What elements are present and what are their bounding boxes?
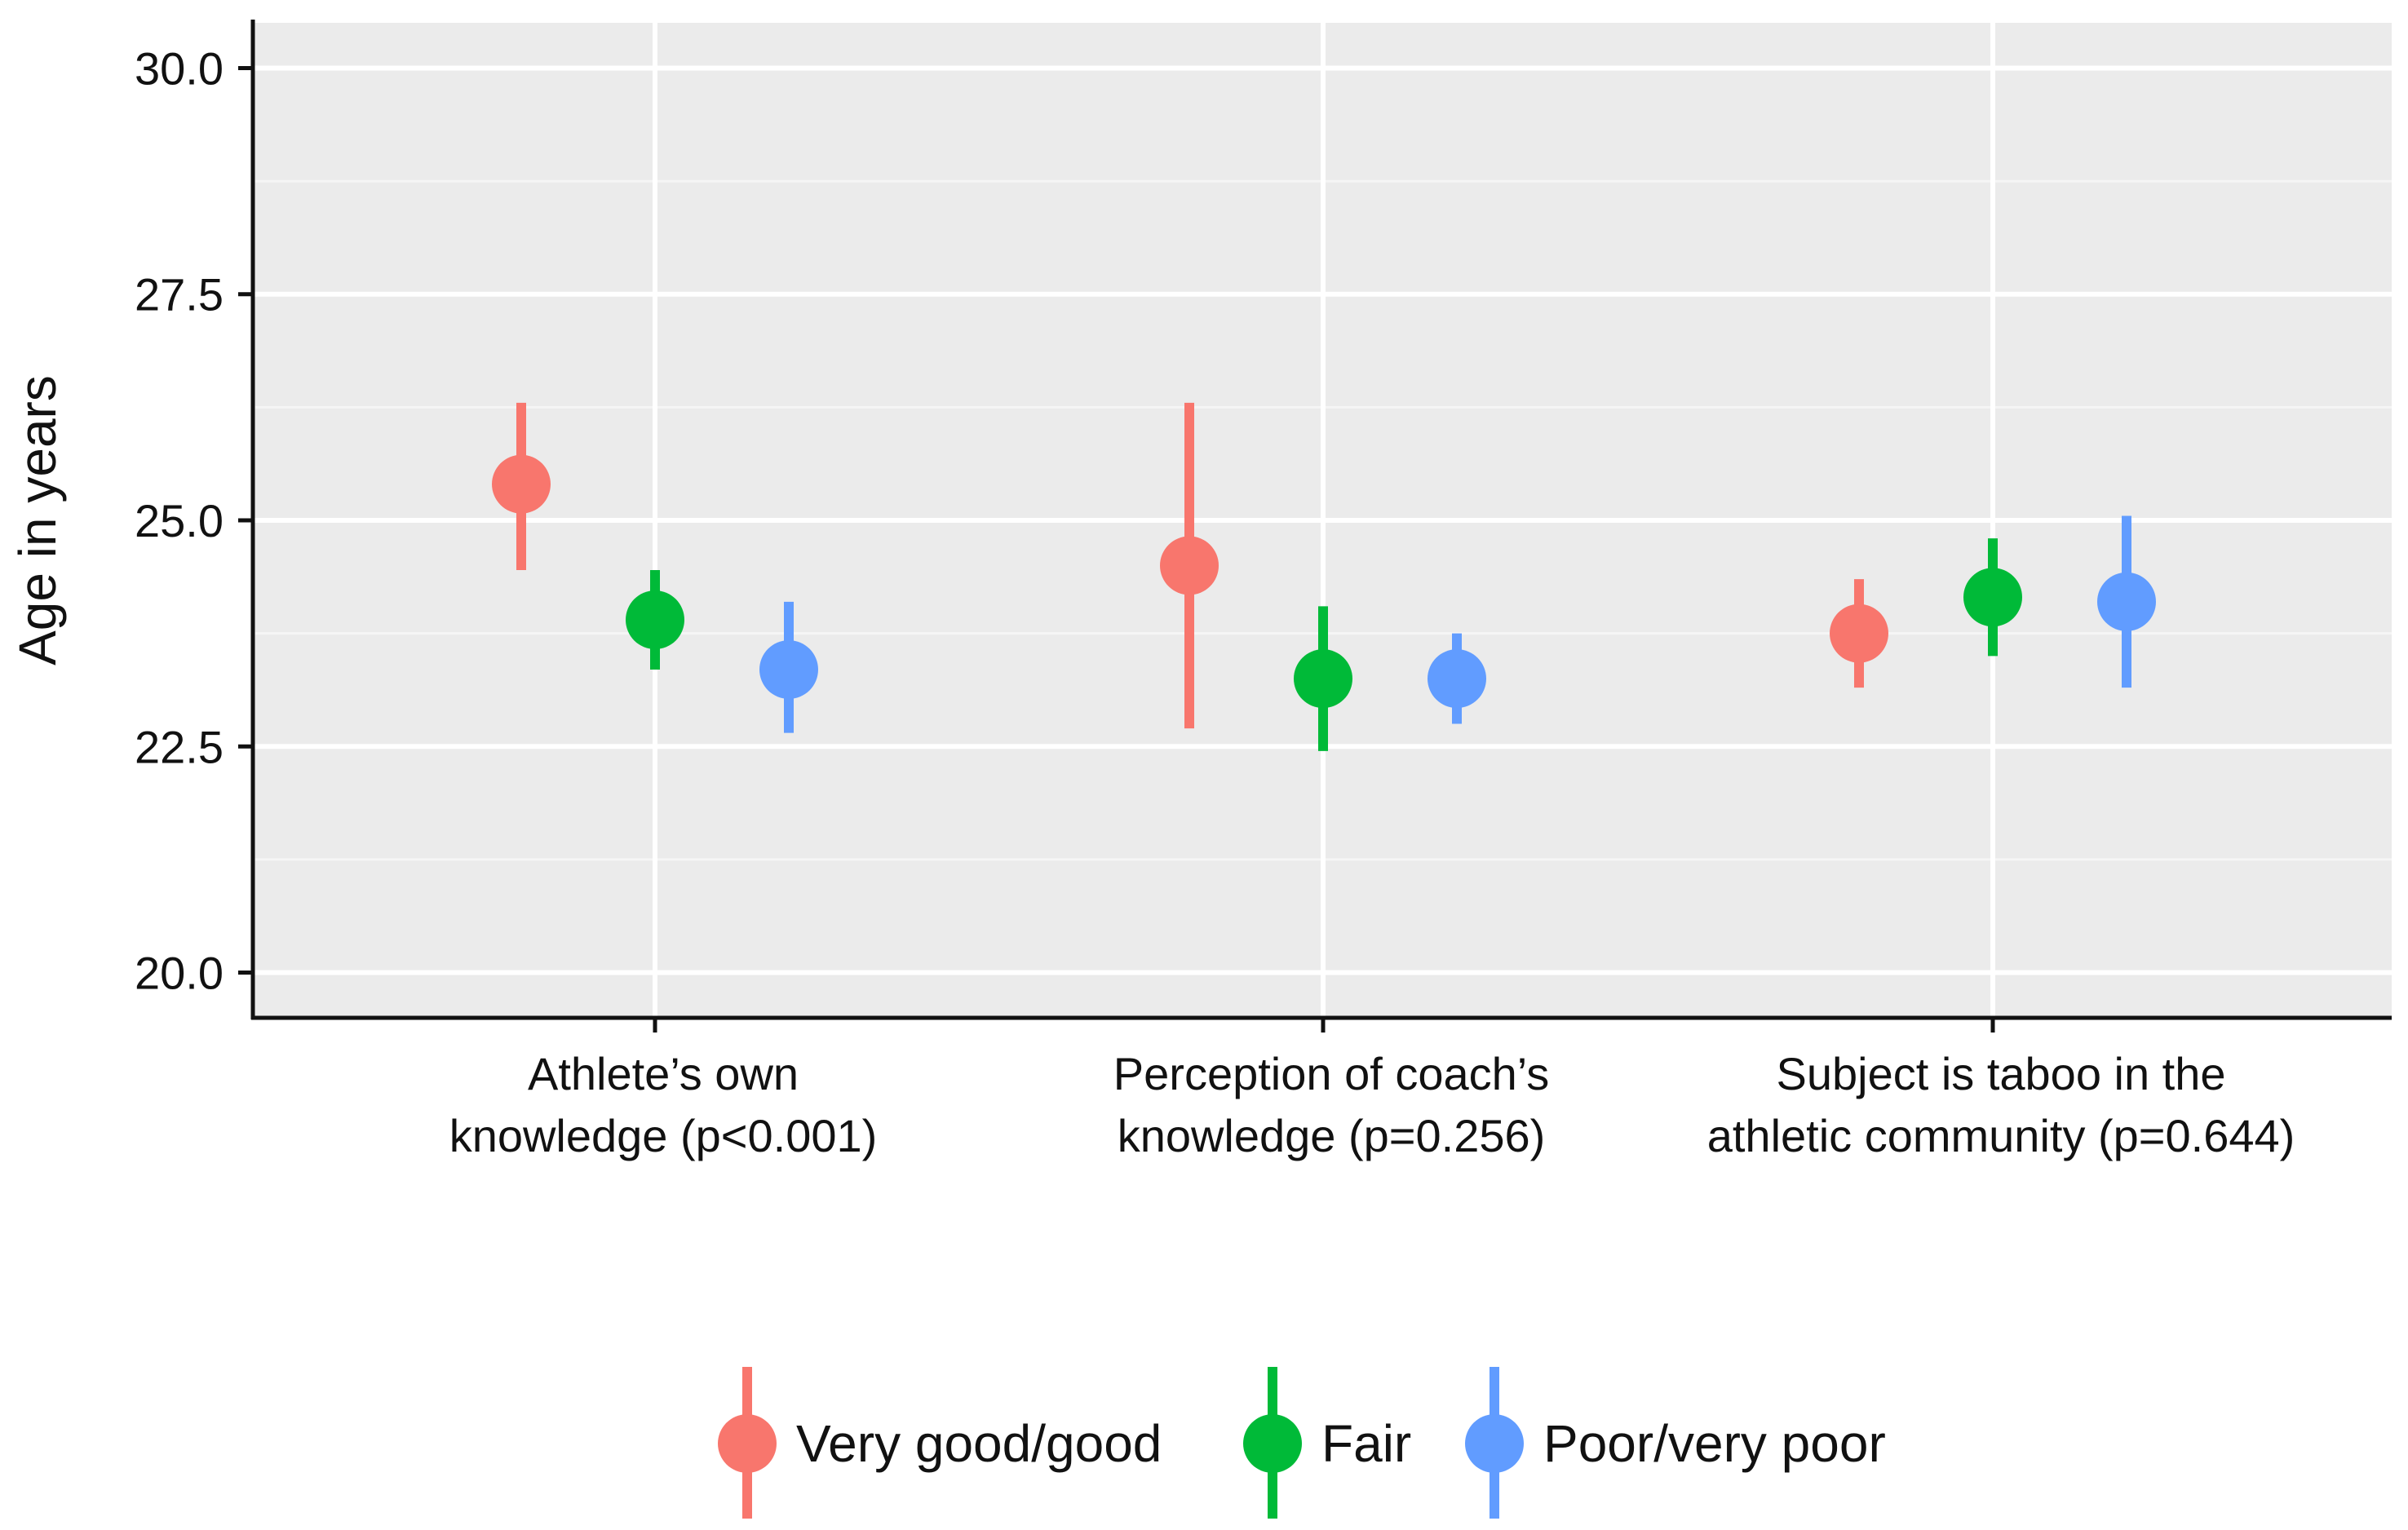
- legend-label: Very good/good: [796, 1414, 1162, 1473]
- x-tick-label: Athlete’s own: [528, 1048, 799, 1099]
- data-point: [759, 640, 818, 699]
- legend: Very good/good Fair Poor/very poor: [718, 1367, 1886, 1519]
- data-point: [1963, 568, 2022, 627]
- y-tick-label: 27.5: [135, 269, 224, 321]
- legend-label: Poor/very poor: [1543, 1414, 1886, 1473]
- x-tick-label: knowledge (p<0.001): [449, 1110, 878, 1161]
- x-tick-label: athletic community (p=0.644): [1707, 1110, 2295, 1161]
- legend-label: Fair: [1321, 1414, 1411, 1473]
- data-point: [2097, 572, 2156, 631]
- y-tick-label: 20.0: [135, 948, 224, 999]
- data-point: [1160, 536, 1219, 595]
- x-tick-label: Subject is taboo in the: [1776, 1048, 2225, 1099]
- legend-key-point: [1465, 1414, 1524, 1473]
- data-marks: [492, 402, 2156, 751]
- plot-panel: [253, 23, 2392, 1018]
- data-point: [1294, 649, 1352, 709]
- legend-key-point: [1243, 1414, 1302, 1473]
- x-tick-label: Perception of coach’s: [1113, 1048, 1549, 1099]
- y-tick-label: 30.0: [135, 42, 224, 94]
- x-tick-label: knowledge (p=0.256): [1118, 1110, 1546, 1161]
- y-tick-label: 22.5: [135, 721, 224, 772]
- y-axis-title: Age in years: [8, 375, 67, 666]
- axes: 20.0 22.5 25.0 27.5 30.0 Age in years Athlete’…: [8, 20, 2392, 1161]
- legend-key-point: [718, 1414, 777, 1473]
- data-point: [626, 590, 684, 649]
- y-tick-label: 25.0: [135, 495, 224, 546]
- data-point: [1428, 649, 1486, 709]
- data-point: [492, 454, 551, 514]
- data-point: [1830, 604, 1888, 663]
